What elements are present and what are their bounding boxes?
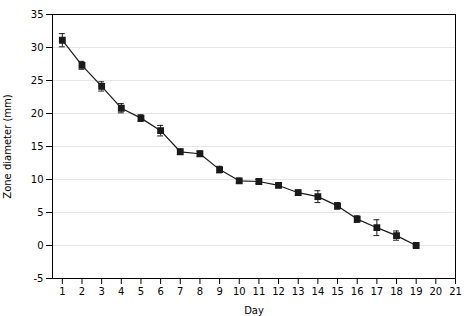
svg-text:Day: Day	[244, 305, 264, 316]
svg-text:5: 5	[138, 286, 144, 297]
svg-text:16: 16	[351, 286, 364, 297]
svg-text:-5: -5	[34, 273, 44, 284]
svg-text:3: 3	[98, 286, 104, 297]
svg-text:15: 15	[31, 141, 44, 152]
svg-text:9: 9	[216, 286, 222, 297]
svg-text:13: 13	[292, 286, 305, 297]
svg-text:10: 10	[31, 174, 44, 185]
svg-text:6: 6	[157, 286, 163, 297]
svg-text:20: 20	[429, 286, 442, 297]
svg-text:35: 35	[31, 9, 44, 20]
svg-text:5: 5	[37, 207, 43, 218]
svg-text:7: 7	[177, 286, 183, 297]
svg-text:Zone diameter (mm): Zone diameter (mm)	[2, 94, 13, 199]
svg-text:2: 2	[79, 286, 85, 297]
svg-text:8: 8	[197, 286, 203, 297]
svg-text:20: 20	[31, 108, 44, 119]
svg-text:21: 21	[449, 286, 462, 297]
svg-text:30: 30	[31, 42, 44, 53]
svg-text:11: 11	[253, 286, 266, 297]
svg-text:14: 14	[312, 286, 325, 297]
svg-text:18: 18	[390, 286, 403, 297]
svg-text:25: 25	[31, 75, 44, 86]
svg-text:12: 12	[272, 286, 285, 297]
svg-text:4: 4	[118, 286, 124, 297]
svg-text:1: 1	[59, 286, 65, 297]
svg-text:10: 10	[233, 286, 246, 297]
svg-text:15: 15	[331, 286, 344, 297]
svg-text:0: 0	[37, 240, 43, 251]
svg-text:19: 19	[410, 286, 423, 297]
svg-text:17: 17	[370, 286, 383, 297]
